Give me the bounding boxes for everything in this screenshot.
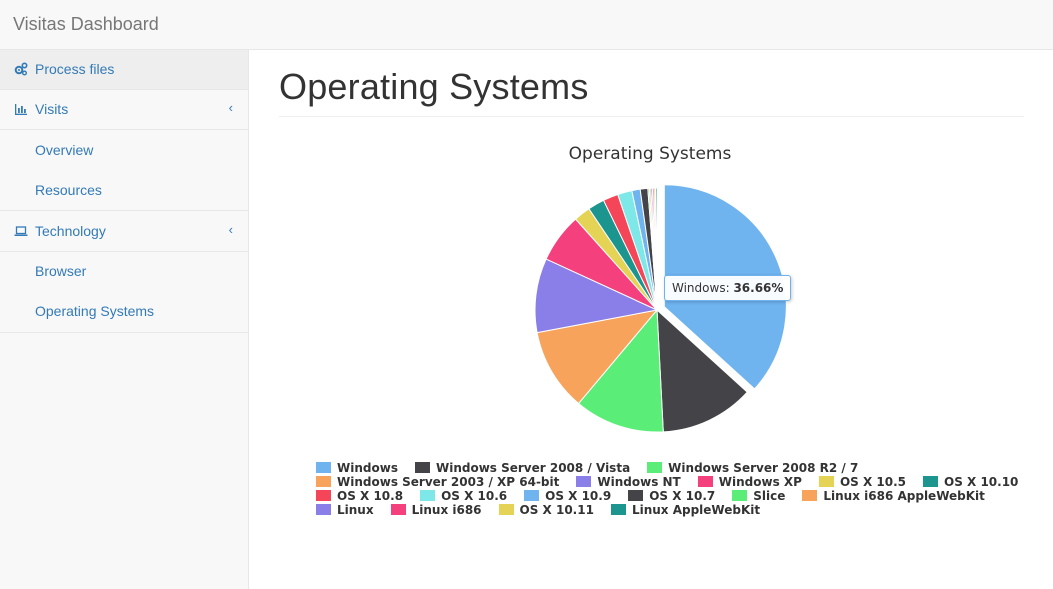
chart-legend: Windows Windows Server 2008 / Vista Window…: [316, 461, 1018, 517]
legend-label: Windows Server 2008 / Vista: [435, 461, 631, 475]
legend-item[interactable]: OS X 10.6: [420, 489, 507, 503]
legend-swatch: [923, 476, 938, 487]
legend-swatch: [390, 504, 406, 515]
bar-chart-icon: [15, 104, 27, 115]
legend-swatch: [414, 462, 430, 473]
chart-title: Operating Systems: [568, 144, 732, 164]
legend-item[interactable]: Linux: [316, 503, 374, 517]
legend-item[interactable]: OS X 10.10: [923, 475, 1018, 489]
app-brand[interactable]: Visitas Dashboard: [13, 14, 159, 34]
legend-swatch: [316, 462, 331, 473]
legend-label: Windows XP: [718, 475, 802, 489]
legend-row: OS X 10.8 OS X 10.6 OS X 10.9 OS X 10.7 Slic…: [316, 489, 1016, 503]
sidebar: Process files Visits ‹ Overview Resource…: [0, 50, 249, 589]
sidebar-item-visits[interactable]: Visits ‹: [0, 90, 248, 130]
sidebar-subitem-label: Operating Systems: [35, 303, 155, 319]
legend-item[interactable]: Slice: [732, 489, 785, 503]
pie-slice-linux-applewebkit[interactable]: [654, 187, 658, 311]
sidebar-subitem-label: Overview: [35, 142, 94, 158]
legend-row: Windows Server 2003 / XP 64-bit Windows N…: [316, 475, 1018, 489]
legend-swatch: [316, 490, 331, 501]
pie-slice-windows-server-2008-vista[interactable]: [656, 308, 748, 433]
legend-label: OS X 10.10: [944, 475, 1019, 489]
sidebar-subitem-operating-systems[interactable]: Operating Systems: [0, 292, 248, 332]
legend-item[interactable]: OS X 10.5: [818, 475, 906, 489]
title-divider: [279, 116, 1024, 117]
legend-label: OS X 10.9: [545, 489, 612, 503]
legend-label: OS X 10.5: [839, 475, 906, 489]
legend-swatch: [732, 490, 748, 501]
legend-label: Windows Server 2003 / XP 64-bit: [337, 475, 560, 489]
legend-item[interactable]: OS X 10.11: [498, 503, 594, 517]
legend-item[interactable]: Windows Server 2008 R2 / 7: [647, 461, 858, 475]
legend-swatch: [697, 476, 713, 487]
legend-label: Windows NT: [597, 475, 681, 489]
legend-swatch: [802, 490, 818, 501]
sidebar-item-technology[interactable]: Technology ‹: [0, 212, 248, 252]
legend-label: OS X 10.7: [649, 489, 716, 503]
legend-swatch: [647, 462, 663, 473]
legend-label: Windows: [337, 461, 398, 475]
pie-chart[interactable]: [500, 170, 800, 450]
tooltip-value: 36.66%: [733, 281, 784, 295]
sidebar-subitem-browser[interactable]: Browser: [0, 252, 248, 292]
top-navbar: Visitas Dashboard: [0, 0, 1053, 50]
legend-label: OS X 10.8: [337, 489, 404, 503]
legend-item[interactable]: OS X 10.9: [524, 489, 611, 503]
legend-swatch: [818, 476, 834, 487]
legend-swatch: [576, 476, 592, 487]
chart-tooltip: Windows: 36.66%: [664, 275, 792, 301]
laptop-icon: [14, 226, 28, 236]
legend-swatch: [498, 504, 514, 515]
sidebar-divider: [0, 332, 248, 333]
sidebar-item-label: Process files: [35, 61, 115, 77]
legend-swatch: [316, 476, 331, 487]
legend-swatch: [610, 504, 626, 515]
legend-label: Slice: [753, 489, 786, 503]
legend-item[interactable]: Windows Server 2008 / Vista: [414, 461, 631, 475]
legend-item[interactable]: Linux AppleWebKit: [610, 503, 761, 517]
legend-item[interactable]: Windows XP: [697, 475, 802, 489]
legend-row: Windows Windows Server 2008 / Vista Window…: [316, 461, 1016, 475]
legend-swatch: [524, 490, 540, 501]
sidebar-subitem-label: Browser: [35, 263, 87, 279]
legend-label: Windows Server 2008 R2 / 7: [668, 461, 859, 475]
legend-item[interactable]: Windows: [316, 461, 398, 475]
sidebar-item-label: Technology: [35, 223, 106, 239]
chevron-left-icon: ‹: [228, 222, 233, 237]
legend-item[interactable]: Linux i686: [390, 503, 482, 517]
legend-swatch: [628, 490, 644, 501]
legend-label: Linux: [337, 503, 374, 517]
tooltip-label: Windows:: [672, 281, 734, 295]
legend-swatch: [420, 490, 436, 501]
legend-row: Linux Linux i686 OS X 10.11 Linux AppleWebK…: [316, 503, 1016, 517]
legend-label: Linux i686 AppleWebKit: [823, 489, 985, 503]
sidebar-subitem-overview[interactable]: Overview: [0, 131, 248, 171]
pie-slice-windows-server-2008-r2-7[interactable]: [577, 308, 664, 433]
sidebar-item-label: Visits: [35, 101, 69, 117]
legend-item[interactable]: Windows NT: [576, 475, 681, 489]
sidebar-subitem-label: Resources: [35, 182, 102, 198]
legend-item[interactable]: OS X 10.8: [316, 489, 403, 503]
page-title: Operating Systems: [279, 66, 589, 107]
legend-swatch: [316, 504, 331, 515]
sidebar-item-process-files[interactable]: Process files: [0, 50, 248, 90]
pie-slice-windows-nt[interactable]: [534, 258, 659, 334]
legend-item[interactable]: Windows Server 2003 / XP 64-bit: [316, 475, 559, 489]
legend-item[interactable]: Linux i686 AppleWebKit: [802, 489, 985, 503]
pie-slice-windows-server-2003-xp-64-bit[interactable]: [536, 309, 659, 405]
gears-icon: [14, 62, 28, 76]
legend-label: OS X 10.11: [519, 503, 594, 517]
legend-item[interactable]: OS X 10.7: [628, 489, 715, 503]
sidebar-subitem-resources[interactable]: Resources: [0, 171, 248, 211]
legend-label: Linux i686: [411, 503, 482, 517]
legend-label: OS X 10.6: [441, 489, 508, 503]
chevron-left-icon: ‹: [228, 100, 233, 115]
legend-label: Linux AppleWebKit: [631, 503, 761, 517]
